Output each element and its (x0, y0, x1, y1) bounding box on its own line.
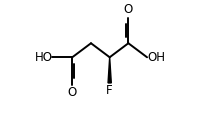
Polygon shape (108, 57, 111, 83)
Text: O: O (68, 86, 77, 99)
Text: OH: OH (147, 51, 165, 64)
Text: O: O (124, 3, 133, 16)
Text: HO: HO (34, 51, 52, 64)
Text: F: F (106, 84, 113, 97)
